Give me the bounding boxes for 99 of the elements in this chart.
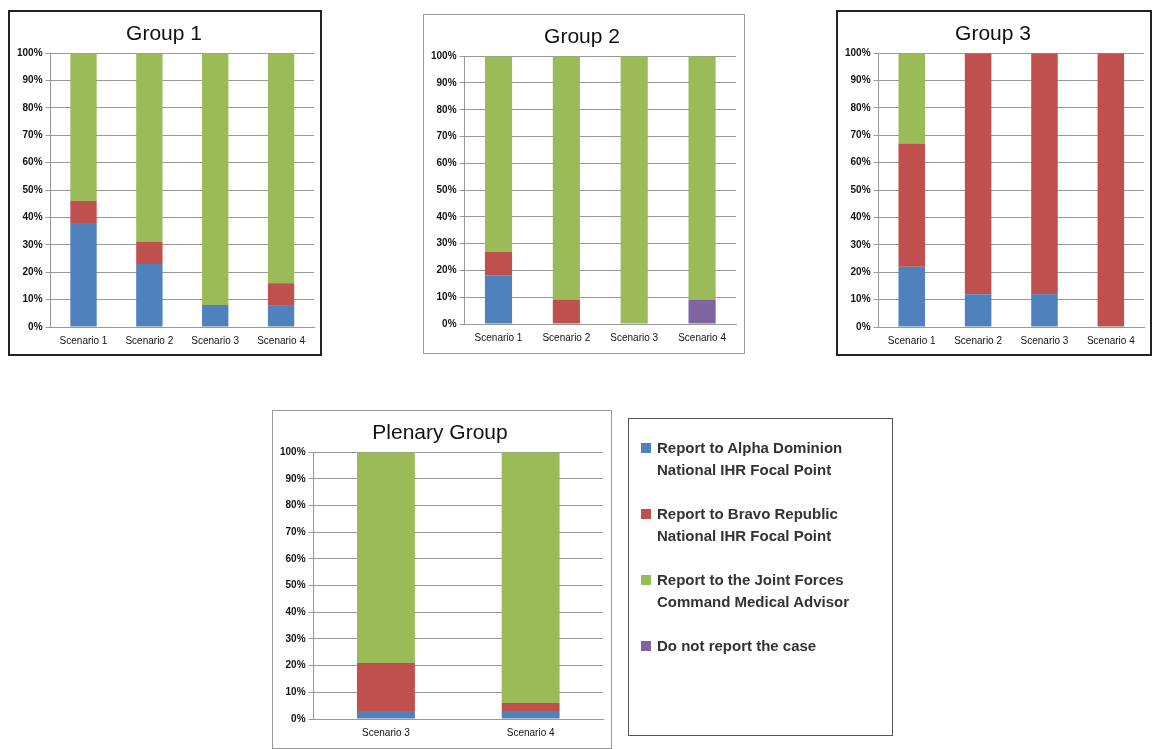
bar	[267, 305, 295, 327]
bar	[898, 266, 926, 327]
chart-title: Group 2	[544, 24, 620, 48]
bar	[964, 294, 992, 327]
x-tick-label: Scenario 3	[191, 334, 240, 346]
bar	[484, 251, 513, 276]
chart-title: Group 1	[126, 21, 202, 45]
bar	[202, 305, 229, 327]
y-tick-label: 10%	[436, 290, 457, 302]
bar	[688, 56, 716, 300]
bar	[267, 283, 295, 306]
y-tick-label: 60%	[285, 552, 306, 564]
y-tick-label: 0%	[442, 317, 457, 329]
y-tick-label: 90%	[436, 76, 457, 88]
x-tick-label: Scenario 4	[1086, 334, 1136, 346]
bar	[267, 53, 295, 284]
y-tick-label: 60%	[22, 156, 43, 168]
bar	[552, 299, 580, 324]
bar	[620, 56, 648, 324]
y-tick-label: 40%	[22, 211, 43, 223]
x-tick-label: Scenario 4	[257, 334, 306, 346]
y-tick-label: 40%	[850, 211, 871, 223]
bar	[70, 53, 97, 202]
x-tick-label: Scenario 2	[954, 334, 1003, 346]
y-tick-label: 80%	[436, 103, 457, 115]
x-tick-label: Scenario 2	[542, 331, 591, 343]
bar	[356, 452, 415, 663]
y-tick-label: 100%	[280, 445, 306, 457]
x-tick-label: Scenario 3	[362, 726, 411, 738]
y-tick-label: 80%	[850, 101, 871, 113]
chart-title: Group 3	[955, 21, 1031, 45]
y-tick-label: 40%	[285, 606, 306, 618]
bar	[136, 53, 163, 243]
y-tick-label: 10%	[285, 686, 306, 698]
y-tick-label: 30%	[22, 238, 43, 250]
legend-label: Report to Bravo Republic National IHR Focal Point	[657, 504, 839, 546]
bar	[136, 264, 163, 327]
y-tick-label: 60%	[436, 157, 457, 169]
y-tick-label: 30%	[285, 632, 306, 644]
bar	[202, 53, 229, 306]
y-tick-label: 70%	[436, 130, 457, 142]
y-tick-label: 70%	[285, 525, 306, 537]
y-tick-label: 0%	[291, 712, 306, 724]
chart-title: Plenary Group	[372, 420, 508, 444]
y-tick-label: 100%	[845, 46, 871, 58]
y-tick-label: 70%	[22, 129, 43, 141]
y-tick-label: 80%	[285, 499, 306, 511]
y-tick-label: 50%	[22, 183, 43, 195]
bar	[484, 275, 513, 324]
bar	[501, 452, 560, 703]
x-tick-label: Scenario 1	[887, 334, 937, 346]
y-tick-label: 50%	[850, 183, 871, 195]
y-tick-label: 100%	[431, 49, 457, 61]
y-tick-label: 20%	[850, 265, 871, 277]
y-tick-label: 30%	[436, 237, 457, 249]
y-tick-label: 70%	[850, 129, 871, 141]
y-tick-label: 0%	[28, 320, 43, 332]
bar	[501, 711, 560, 719]
legend-label: Report to the Joint Forces Command Medical Advisor	[657, 570, 850, 612]
x-tick-label: Scenario 1	[59, 334, 108, 346]
y-tick-label: 50%	[436, 183, 457, 195]
y-tick-label: 100%	[17, 46, 43, 58]
y-tick-label: 0%	[856, 320, 871, 332]
bar	[964, 53, 992, 295]
y-tick-label: 20%	[436, 264, 457, 276]
legend-label: Report to Alpha Dominion National IHR Focal Point	[657, 438, 844, 480]
y-tick-label: 90%	[850, 74, 871, 86]
bar	[70, 222, 97, 327]
y-tick-label: 60%	[850, 156, 871, 168]
bar	[1031, 53, 1058, 295]
bar	[688, 299, 716, 324]
x-tick-label: Scenario 2	[125, 334, 174, 346]
bar	[501, 702, 560, 711]
y-tick-label: 10%	[22, 293, 43, 305]
bar	[356, 711, 415, 719]
y-tick-label: 50%	[285, 579, 306, 591]
y-tick-label: 40%	[436, 210, 457, 222]
x-tick-label: Scenario 4	[506, 726, 555, 738]
bar	[552, 56, 580, 300]
x-tick-label: Scenario 3	[610, 331, 659, 343]
y-tick-label: 90%	[22, 74, 43, 86]
bar	[356, 662, 415, 711]
legend-label: Do not report the case	[657, 636, 817, 656]
bar	[70, 201, 97, 223]
y-tick-label: 20%	[285, 659, 306, 671]
bar	[898, 53, 926, 144]
bar	[136, 242, 163, 265]
bar	[1097, 53, 1125, 327]
y-tick-label: 10%	[850, 293, 871, 305]
y-tick-label: 20%	[22, 265, 43, 277]
y-tick-label: 80%	[22, 101, 43, 113]
bar	[1031, 294, 1058, 327]
x-tick-label: Scenario 3	[1020, 334, 1069, 346]
y-tick-label: 30%	[850, 238, 871, 250]
y-tick-label: 90%	[285, 472, 306, 484]
x-tick-label: Scenario 1	[474, 331, 523, 343]
x-tick-label: Scenario 4	[678, 331, 727, 343]
bar	[484, 56, 513, 252]
bar	[898, 143, 926, 267]
